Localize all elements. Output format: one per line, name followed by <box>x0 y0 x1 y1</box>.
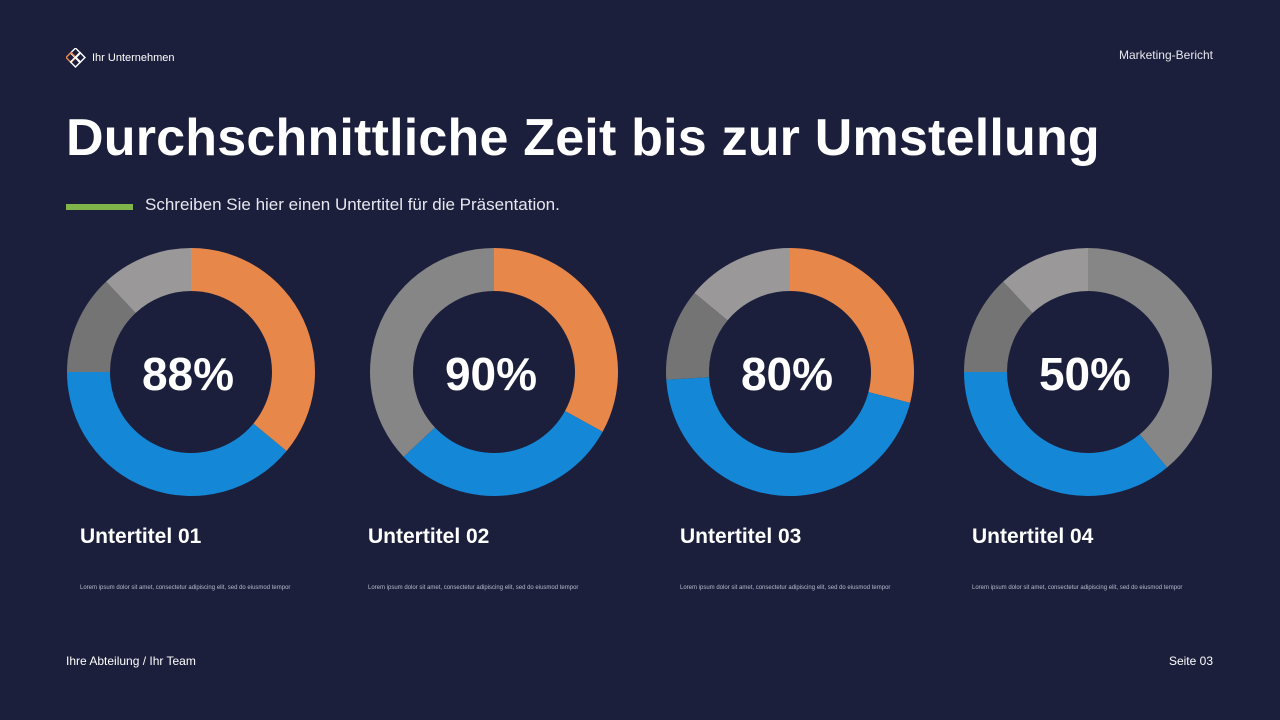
footer-department: Ihre Abteilung / Ihr Team <box>66 654 196 668</box>
donut-3-slice-3 <box>666 292 728 380</box>
donut-4-slice-4 <box>1003 248 1088 313</box>
card-title-2: Untertitel 02 <box>368 525 490 548</box>
card-text-1: Lorem ipsum dolor sit amet, consectetur … <box>80 585 291 591</box>
company-name: Ihr Unternehmen <box>92 52 175 64</box>
donut-1-center-label: 88% <box>142 348 234 400</box>
donut-3-slice-1 <box>790 248 914 403</box>
donut-4-slice-1 <box>1088 248 1212 468</box>
donut-4-center-label: 50% <box>1039 348 1131 400</box>
donut-2-slice-3 <box>369 248 494 457</box>
donut-2-center-label: 90% <box>445 348 537 400</box>
donut-4-slice-2 <box>964 372 1168 496</box>
donut-1-slice-2 <box>67 372 287 496</box>
page-number: Seite 03 <box>1168 654 1213 668</box>
card-text-2: Lorem ipsum dolor sit amet, consectetur … <box>368 585 579 591</box>
page-title: Durchschnittliche Zeit bis zur Umstellun… <box>66 109 1100 167</box>
donut-1-slice-1 <box>191 248 315 452</box>
donut-1-slice-3 <box>67 281 136 372</box>
card-title-4: Untertitel 04 <box>972 525 1094 548</box>
donut-2-slice-2 <box>403 411 603 497</box>
card-text-4: Lorem ipsum dolor sit amet, consectetur … <box>972 585 1183 591</box>
donut-1-slice-4 <box>106 248 191 313</box>
donut-3-slice-4 <box>694 248 790 321</box>
accent-bar <box>66 204 133 210</box>
donut-3-center-label: 80% <box>741 348 833 400</box>
company-logo: Ihr Unternehmen <box>66 48 175 68</box>
donut-2-slice-1 <box>494 248 618 432</box>
page-subtitle: Schreiben Sie hier einen Untertitel für … <box>145 195 560 214</box>
report-label: Marketing-Bericht <box>1118 48 1213 62</box>
card-title-1: Untertitel 01 <box>80 525 202 548</box>
donut-4-slice-3 <box>964 281 1033 372</box>
card-title-3: Untertitel 03 <box>680 525 802 548</box>
logo-diamond-icon <box>66 48 86 68</box>
card-text-3: Lorem ipsum dolor sit amet, consectetur … <box>680 585 891 591</box>
donut-3-slice-2 <box>666 377 911 496</box>
